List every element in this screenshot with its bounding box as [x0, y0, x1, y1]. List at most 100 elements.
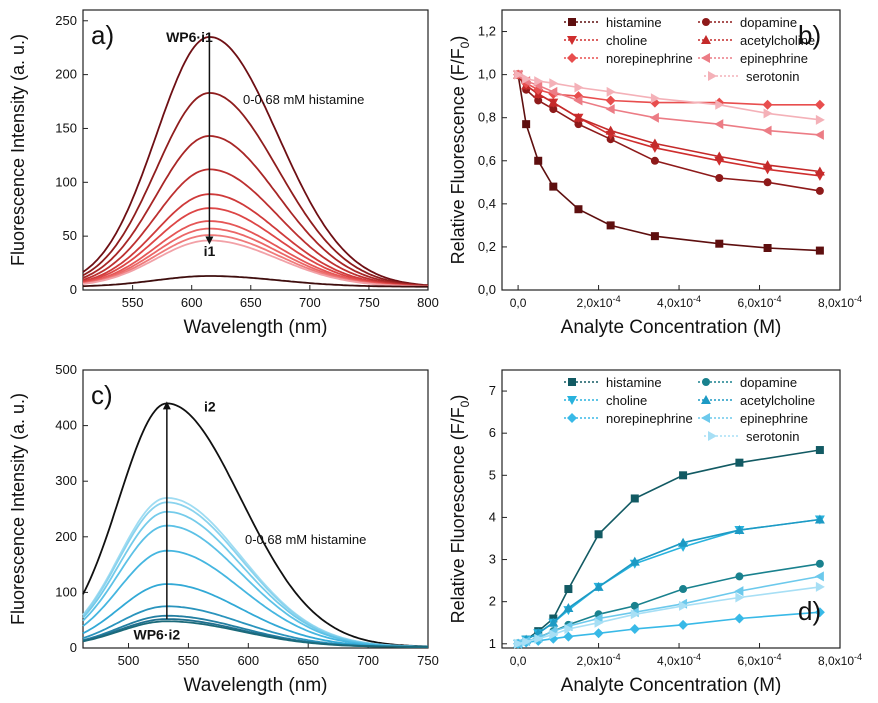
legend-marker [567, 413, 577, 423]
y-axis-label-part: Relative Fluorescence (F/F [448, 407, 468, 623]
range-annotation: 0-0.68 mM histamine [243, 92, 364, 107]
y-tick-label: 1 [489, 636, 496, 651]
bottom-annotation: WP6·i2 [134, 626, 181, 642]
legend-label: choline [606, 393, 647, 408]
plot-frame [82, 9, 429, 291]
x-axis-label: Wavelength (nm) [184, 675, 328, 696]
data-point [762, 99, 773, 110]
y-axis-label-part: ) [448, 36, 468, 42]
data-point [678, 619, 689, 630]
series-line [517, 73, 820, 136]
y-tick-label: 1,0 [478, 67, 496, 82]
legend-marker [567, 36, 577, 45]
plot-frame [501, 9, 841, 291]
data-point [548, 617, 559, 627]
x-tick-label: 4,0x10-4 [657, 652, 701, 668]
legend-label: norepinephrine [606, 411, 693, 426]
legend-marker [567, 396, 577, 405]
data-point [605, 125, 616, 135]
data-point [814, 99, 825, 110]
data-point [594, 617, 604, 628]
y-tick-label: 5 [489, 467, 496, 482]
data-point [763, 108, 773, 119]
data-point [548, 86, 558, 97]
data-point [522, 120, 531, 129]
bottom-annotation: i1 [204, 243, 216, 259]
data-point [564, 624, 574, 635]
y-tick-label: 500 [55, 362, 77, 377]
top-annotation: WP6·i1 [166, 29, 213, 45]
data-point [815, 114, 825, 125]
data-point [714, 151, 725, 161]
series-line [517, 74, 820, 106]
legend-marker [701, 53, 710, 63]
x-tick-label: 550 [122, 295, 144, 310]
data-point [574, 120, 583, 129]
series-line [517, 74, 820, 252]
x-tick-label: 700 [299, 295, 321, 310]
legend-marker [708, 431, 717, 441]
x-tick-label: 600 [181, 295, 203, 310]
x-tick-label: 8,0x10-4 [818, 652, 862, 668]
legend-marker [708, 71, 717, 81]
series-line [517, 518, 821, 645]
y-tick-label: 7 [489, 383, 496, 398]
data-point [630, 494, 639, 503]
series-line [517, 611, 820, 645]
y-tick-label: 0,2 [478, 239, 496, 254]
data-point [522, 73, 532, 84]
legend-marker [568, 18, 576, 26]
data-point [762, 125, 772, 136]
data-point [534, 76, 544, 87]
data-point [534, 156, 543, 165]
panel-1: 0,0 2,0x10-4 4,0x10-4 6,0x10-4 8,0x10-4 0,0 0,… [448, 9, 862, 338]
data-point [650, 93, 660, 104]
legend-label: dopamine [740, 15, 797, 30]
data-point [715, 174, 724, 182]
data-point [629, 624, 640, 635]
legend-marker [567, 53, 577, 63]
data-point [814, 514, 825, 524]
x-tick-label: 750 [358, 295, 380, 310]
x-tick-label: 2,0x10-4 [577, 652, 621, 668]
legend-marker [702, 378, 710, 386]
x-tick-label: 750 [417, 653, 439, 668]
y-axis-label: Relative Fluorescence (F/F0) [448, 395, 472, 624]
y-tick-label: 0 [70, 640, 77, 655]
panel-label: a) [91, 20, 114, 50]
y-tick-label: 150 [55, 120, 77, 135]
data-point [650, 232, 659, 241]
data-point [533, 80, 543, 91]
legend-label: histamine [606, 375, 662, 390]
data-point [715, 239, 724, 248]
legend-label: acetylcholine [740, 33, 815, 48]
data-point [573, 95, 583, 106]
data-point [763, 244, 772, 252]
plot-frame [501, 369, 841, 649]
data-point [534, 96, 543, 105]
y-tick-label: 200 [55, 67, 77, 82]
data-point [522, 636, 532, 647]
y-axis-label: Fluorescence Intensity (a. u.) [8, 34, 28, 266]
series-line [517, 73, 820, 121]
legend-label: epinephrine [740, 411, 808, 426]
data-point [574, 82, 584, 93]
data-point [630, 601, 639, 610]
data-point [815, 186, 824, 195]
data-point [714, 119, 724, 130]
data-point [549, 182, 558, 191]
legend-label: choline [606, 33, 647, 48]
data-point [679, 585, 688, 594]
spectrum-curve [82, 168, 428, 287]
spectrum-curve [82, 135, 429, 287]
data-point [563, 631, 574, 642]
x-tick-label: 0,0 [510, 296, 527, 310]
data-point [814, 129, 824, 140]
legend-marker [701, 413, 710, 423]
plot-frame [82, 369, 429, 649]
legend-label: histamine [606, 15, 662, 30]
data-point [650, 156, 659, 165]
y-tick-label: 100 [55, 584, 77, 599]
data-point [629, 556, 640, 566]
